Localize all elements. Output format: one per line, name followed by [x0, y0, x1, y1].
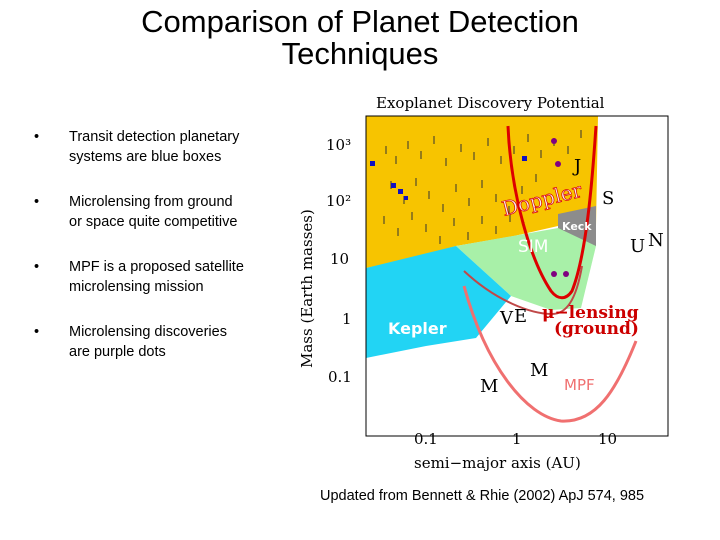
- y-axis-label: Mass (Earth masses): [298, 209, 316, 368]
- kepler-label: Kepler: [388, 319, 447, 338]
- x-tick-label: 0.1: [414, 430, 438, 448]
- bullet-item: • Microlensing discoveries are purple do…: [34, 323, 244, 362]
- mars-label-left: M: [480, 376, 498, 397]
- bullet-text: Microlensing discoveries are purple dots: [69, 324, 227, 360]
- bullet-text: Microlensing from ground or space quite …: [69, 194, 238, 230]
- bullet-item: • MPF is a proposed satellite microlensi…: [34, 258, 244, 297]
- sim-region: [456, 228, 596, 310]
- y-tick-label: 10³: [326, 136, 351, 154]
- microlensing-ground-curve: [463, 265, 583, 316]
- title-line-1: Comparison of Planet Detection: [141, 4, 579, 39]
- plot-frame: [365, 115, 669, 437]
- doppler-region: [366, 116, 598, 268]
- bullet-text: Transit detection planetary systems are …: [69, 129, 240, 165]
- uranus-label: U: [630, 236, 645, 257]
- credit-line: Updated from Bennett & Rhie (2002) ApJ 5…: [320, 488, 645, 504]
- y-tick-label: 0.1: [328, 368, 352, 386]
- bullet-item: • Transit detection planetary systems ar…: [34, 128, 244, 167]
- bullet-marker: •: [34, 259, 40, 275]
- bullet-marker: •: [34, 129, 40, 145]
- microlensing-ground-label: (ground): [554, 319, 639, 339]
- discovery-potential-figure: Exoplanet Discovery Potential 10³ 10² 10…: [298, 94, 669, 472]
- microlensing-dots: [551, 138, 569, 277]
- bullet-item: • Microlensing from ground or space quit…: [34, 193, 244, 232]
- neptune-label: N: [648, 230, 664, 251]
- figure-title: Exoplanet Discovery Potential: [376, 94, 605, 112]
- doppler-curve: [506, 125, 598, 300]
- bullet-marker: •: [34, 194, 40, 210]
- bullet-list: • Transit detection planetary systems ar…: [34, 128, 244, 388]
- y-tick-label: 10²: [326, 192, 351, 210]
- venus-label: V: [499, 308, 514, 329]
- saturn-label: S: [602, 188, 614, 209]
- mpf-curve: [462, 285, 638, 423]
- mars-label-right: M: [530, 360, 548, 381]
- jupiter-label: J: [572, 156, 581, 177]
- x-tick-label: 1: [512, 430, 522, 448]
- bullet-marker: •: [34, 324, 40, 340]
- sim-label: SIM: [518, 237, 548, 257]
- mpf-label: MPF: [564, 376, 595, 394]
- x-tick-label: 10: [598, 430, 617, 448]
- slide-title: Comparison of Planet Detection Technique…: [60, 6, 660, 70]
- transit-boxes: [370, 156, 527, 200]
- bullet-text: MPF is a proposed satellite microlensing…: [69, 259, 244, 295]
- earth-label: E: [514, 306, 527, 327]
- microlensing-label: μ−lensing: [542, 303, 639, 323]
- kepler-region: [366, 246, 511, 358]
- keck-label: Keck: [562, 220, 592, 233]
- x-axis-label: semi−major axis (AU): [414, 454, 581, 472]
- title-line-2: Techniques: [281, 36, 439, 71]
- y-tick-label: 1: [342, 310, 352, 328]
- y-tick-label: 10: [330, 250, 349, 268]
